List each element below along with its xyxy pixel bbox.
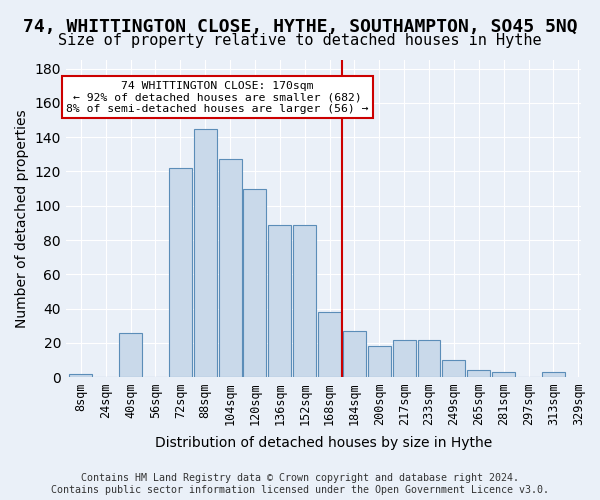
Text: Size of property relative to detached houses in Hythe: Size of property relative to detached ho… (58, 32, 542, 48)
Text: Contains HM Land Registry data © Crown copyright and database right 2024.
Contai: Contains HM Land Registry data © Crown c… (51, 474, 549, 495)
Bar (442, 360, 466, 378)
Text: 74 WHITTINGTON CLOSE: 170sqm
← 92% of detached houses are smaller (682)
8% of se: 74 WHITTINGTON CLOSE: 170sqm ← 92% of de… (67, 80, 369, 114)
Bar (542, 372, 565, 378)
Bar (368, 346, 391, 378)
Bar (467, 370, 490, 378)
Bar (418, 340, 440, 378)
Bar (318, 312, 341, 378)
Bar (343, 331, 366, 378)
Bar (218, 160, 242, 378)
Bar (70, 374, 92, 378)
Bar (268, 224, 291, 378)
Bar (393, 340, 416, 378)
X-axis label: Distribution of detached houses by size in Hythe: Distribution of detached houses by size … (155, 436, 492, 450)
Bar (169, 168, 192, 378)
Bar (244, 188, 266, 378)
Text: 74, WHITTINGTON CLOSE, HYTHE, SOUTHAMPTON, SO45 5NQ: 74, WHITTINGTON CLOSE, HYTHE, SOUTHAMPTO… (23, 18, 577, 36)
Bar (293, 224, 316, 378)
Bar (194, 128, 217, 378)
Bar (492, 372, 515, 378)
Bar (119, 332, 142, 378)
Y-axis label: Number of detached properties: Number of detached properties (15, 110, 29, 328)
